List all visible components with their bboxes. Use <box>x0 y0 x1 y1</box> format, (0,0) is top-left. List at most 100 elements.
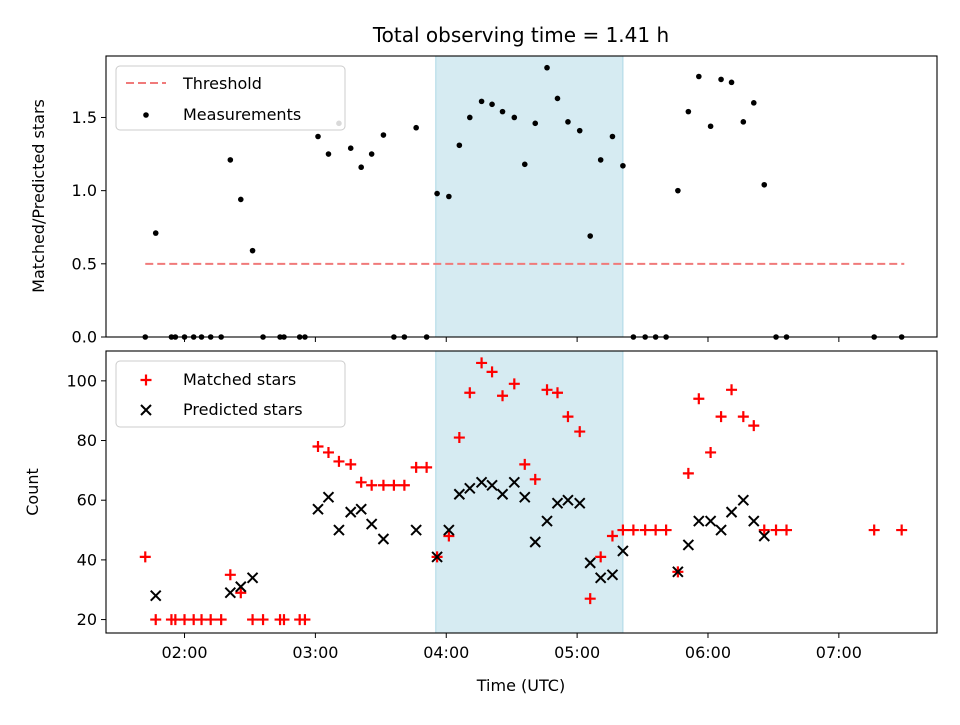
matched-star-point <box>453 432 465 444</box>
matched-star-point <box>235 587 247 599</box>
measurement-point <box>609 133 616 140</box>
matched-star-point <box>421 461 433 473</box>
predicted-star-point <box>541 515 553 527</box>
predicted-star-point <box>672 566 684 578</box>
matched-star-point <box>770 524 782 536</box>
predicted-star-point <box>704 515 717 527</box>
matched-star-point <box>224 569 236 581</box>
legend-matched-swatch <box>140 374 152 386</box>
x-tick-label: 07:00 <box>816 643 862 662</box>
top-y-axis-label: Matched/Predicted stars <box>29 99 48 293</box>
predicted-star-point <box>574 497 586 509</box>
matched-star-point <box>650 524 662 536</box>
predicted-star-point <box>224 587 237 599</box>
measurement-point <box>446 193 452 200</box>
measurement-point <box>675 187 681 194</box>
measurement-point <box>315 133 321 140</box>
matched-star-point <box>355 476 367 488</box>
measurement-point <box>489 101 495 108</box>
matched-star-point <box>205 614 217 626</box>
measurement-point <box>325 151 332 157</box>
matched-star-point <box>541 384 553 396</box>
top-axes: 0.0 0.5 1.0 1.5 Matched/Predicted stars Thr… <box>29 55 938 347</box>
matched-star-point <box>322 446 334 458</box>
predicted-star-point <box>508 476 521 489</box>
bottom-y-ticks: 20 40 60 80 100 <box>66 371 106 629</box>
matched-star-point <box>868 524 880 536</box>
matched-star-point <box>551 387 563 399</box>
predicted-star-point <box>551 497 564 509</box>
measurement-point <box>597 157 604 163</box>
predicted-star-point <box>682 539 695 551</box>
predicted-star-point <box>519 491 531 503</box>
measurement-point <box>456 142 463 149</box>
y-tick-label: 40 <box>77 550 97 569</box>
matched-star-point <box>215 614 227 626</box>
measurement-point <box>521 161 528 168</box>
matched-star-point <box>595 551 607 563</box>
matched-star-point <box>748 420 760 432</box>
measurement-point <box>728 79 735 86</box>
x-tick-label: 05:00 <box>554 643 600 662</box>
predicted-star-point <box>748 515 760 527</box>
measurement-point <box>237 196 244 203</box>
matched-star-point <box>896 524 908 536</box>
matched-star-point <box>584 593 596 605</box>
matched-star-point <box>508 378 520 390</box>
matched-star-point <box>529 473 541 485</box>
matched-star-point <box>299 614 311 626</box>
legend-predicted-label: Predicted stars <box>183 400 303 419</box>
bottom-x-ticks: 02:00 03:00 04:00 05:00 06:00 07:00 <box>161 633 862 662</box>
predicted-star-point <box>496 488 509 500</box>
matched-star-point <box>574 426 586 438</box>
predicted-star-point <box>606 569 619 581</box>
measurement-point <box>358 164 364 171</box>
matched-star-point <box>639 524 651 536</box>
predicted-star-point <box>443 524 455 536</box>
matched-star-point <box>627 524 639 536</box>
matched-star-point <box>333 455 345 467</box>
bottom-axes: 20 40 60 80 100 02:00 03:00 04:00 05:00 06:00 07:… <box>23 350 938 695</box>
legend-predicted-marker <box>140 404 152 416</box>
chart-title: Total observing time = 1.41 h <box>372 23 669 47</box>
bottom-legend-box <box>115 360 346 428</box>
matched-star-points <box>139 357 908 626</box>
matched-star-point <box>519 458 531 470</box>
predicted-star-point <box>235 581 247 593</box>
predicted-star-point <box>715 524 727 536</box>
matched-star-point <box>715 411 727 423</box>
top-axes-frame <box>105 55 938 338</box>
matched-star-point <box>312 440 324 452</box>
measurement-point <box>478 98 485 105</box>
measurement-point <box>554 95 561 102</box>
predicted-star-point <box>410 524 422 536</box>
measurement-point <box>152 230 159 236</box>
measurement-point <box>532 120 539 127</box>
matched-star-point <box>398 479 410 491</box>
measurement-point <box>740 119 747 125</box>
measurement-point <box>368 151 375 157</box>
matched-star-point <box>726 384 738 396</box>
legend-measurements-label: Measurements <box>183 105 301 124</box>
bottom-axes-frame <box>105 350 938 634</box>
measurement-point <box>511 114 518 121</box>
predicted-star-point <box>322 491 335 503</box>
bottom-legend: Matched stars Predicted stars <box>115 360 346 428</box>
measurement-point <box>380 132 387 138</box>
legend-threshold-label: Threshold <box>182 74 262 93</box>
matched-star-point <box>150 614 162 626</box>
predicted-star-point <box>312 503 324 515</box>
predicted-star-point <box>562 494 574 506</box>
x-tick-label: 03:00 <box>292 643 338 662</box>
measurement-point <box>565 119 571 125</box>
predicted-star-point <box>453 488 466 500</box>
predicted-star-point <box>150 589 162 602</box>
measurement-point <box>750 100 757 106</box>
measurement-point <box>544 64 550 71</box>
legend-matched-marker <box>140 374 152 386</box>
matched-star-point <box>139 551 151 563</box>
matched-star-point <box>497 390 509 402</box>
predicted-star-point <box>594 572 607 584</box>
